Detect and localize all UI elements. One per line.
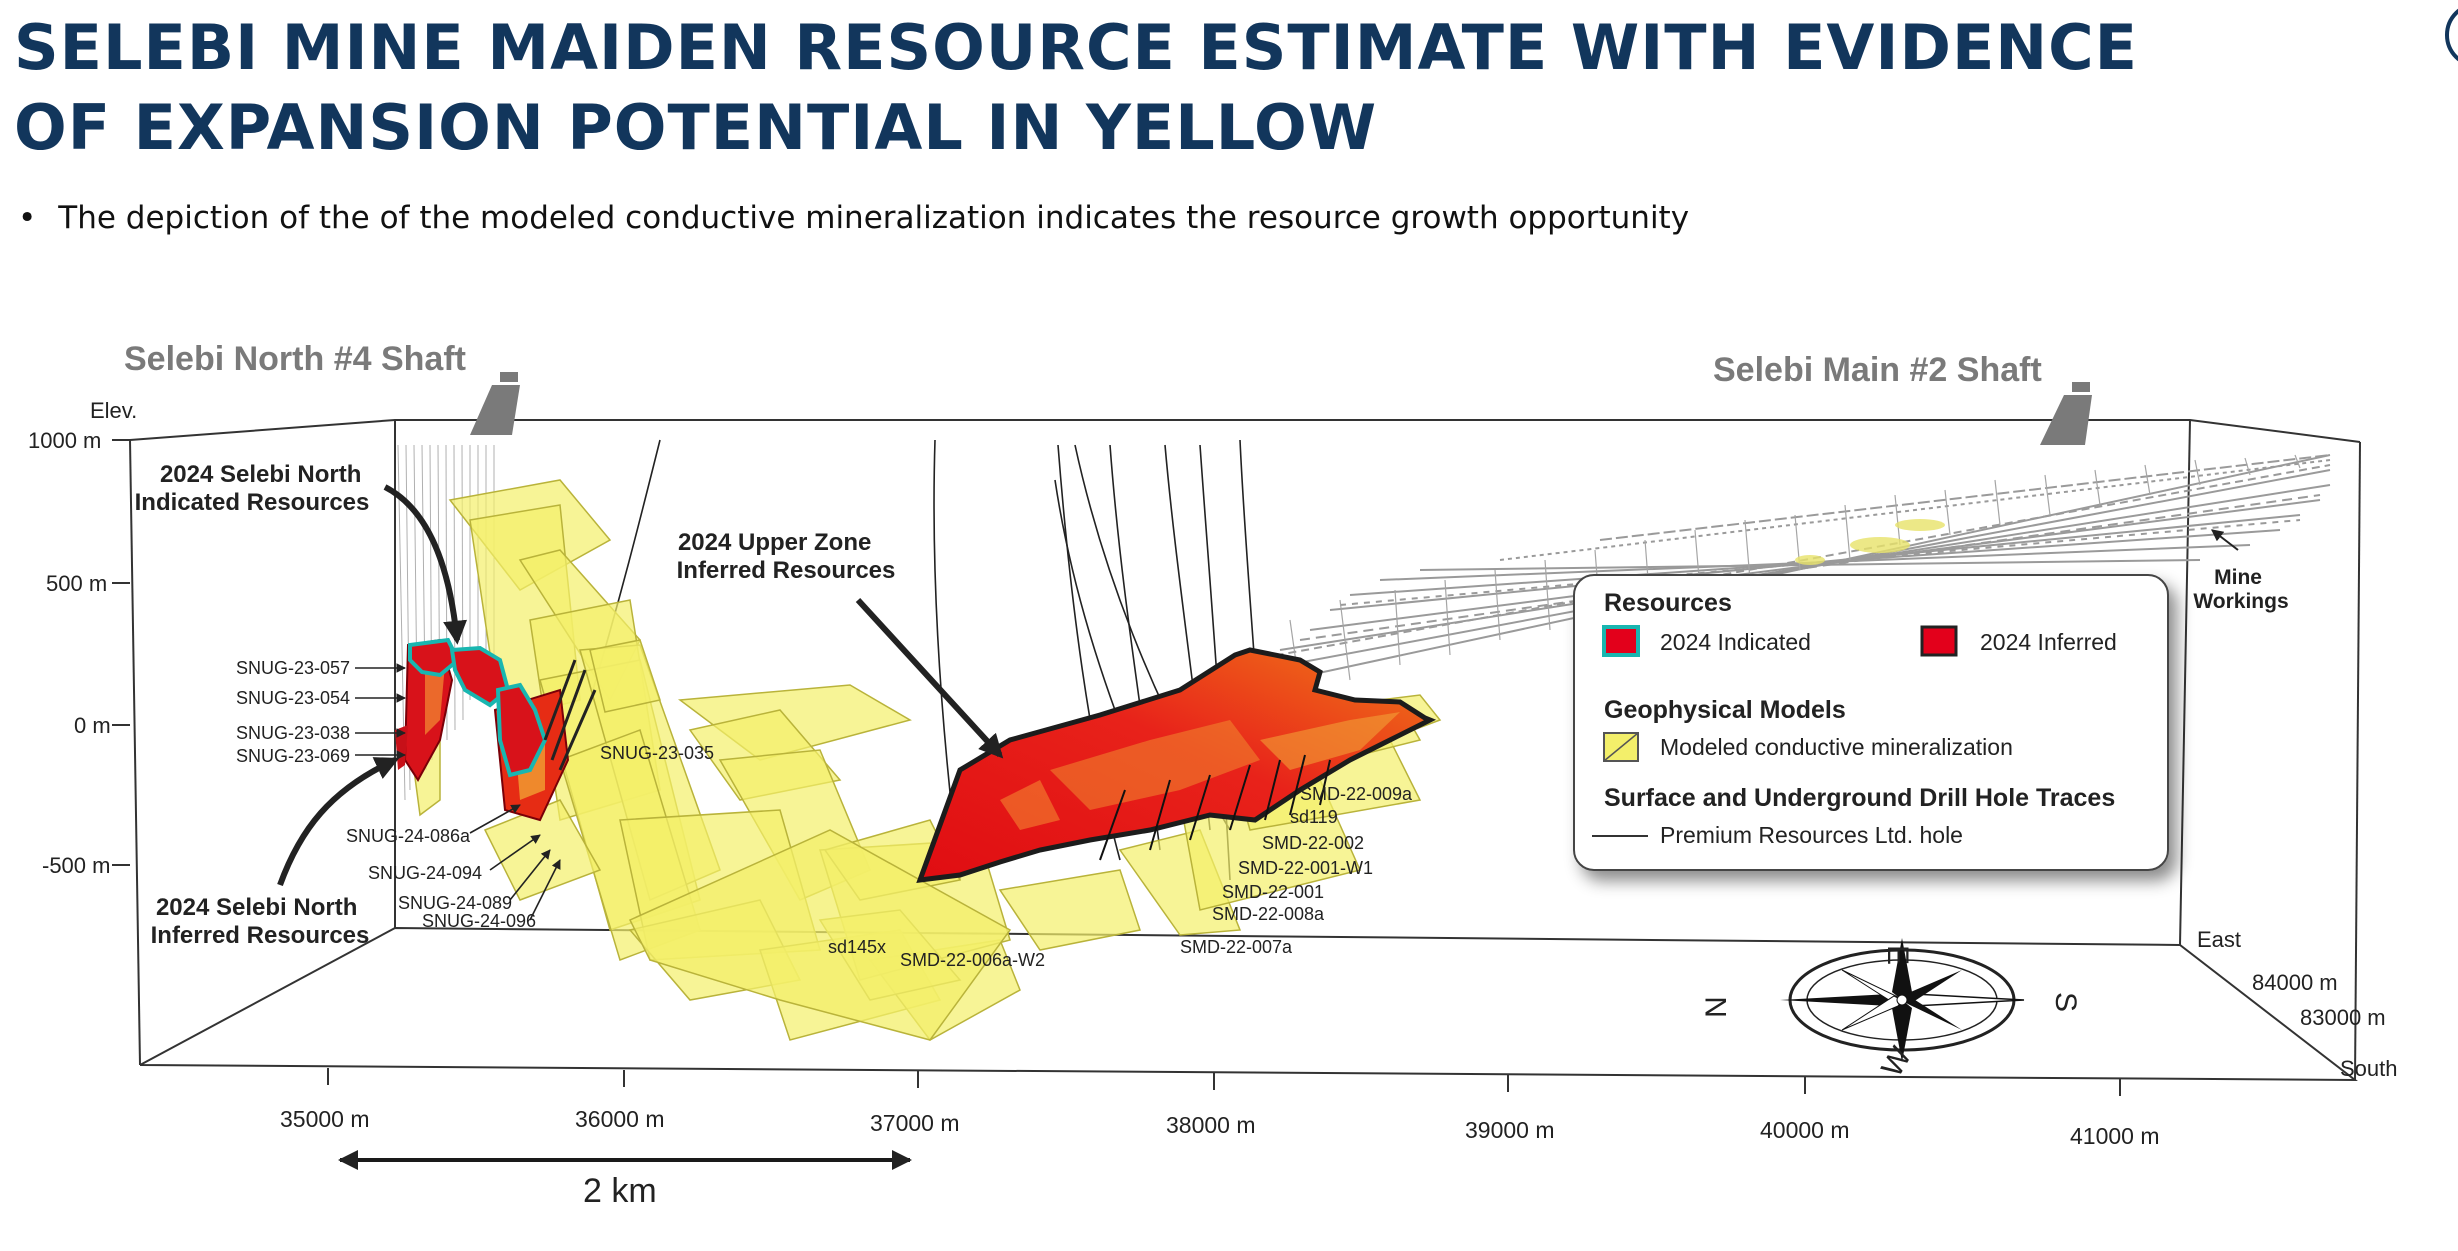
- easting-tick-label: 40000 m: [1760, 1117, 1850, 1143]
- northing-tick-label: 84000 m: [2252, 970, 2338, 995]
- legend-geophysical-title: Geophysical Models: [1604, 696, 1846, 724]
- drill-hole-label: SNUG-23-054: [236, 688, 350, 708]
- upper-zone-drill-ticks: [1099, 754, 1331, 861]
- legend-indicated-label: 2024 Indicated: [1660, 629, 1811, 655]
- elevation-tick-label: 0 m: [74, 713, 111, 738]
- scale-bar-label: 2 km: [583, 1172, 657, 1210]
- north-indicated-resources: [408, 637, 548, 778]
- callout-line: Inferred Resources: [151, 922, 370, 949]
- elevation-axis-label: Elev.: [90, 398, 137, 423]
- figure-labels: Selebi North #4 Shaft Selebi Main #2 Sha…: [28, 340, 2398, 1210]
- bullet-text: • The depiction of the of the modeled con…: [18, 200, 1689, 236]
- workings-crosshatch: [1289, 454, 2301, 691]
- drill-hole-label: sd145x: [828, 937, 886, 957]
- main-shaft-icon: [2040, 382, 2092, 445]
- legend-inferred-label: 2024 Inferred: [1980, 629, 2117, 655]
- legend-hole-label: Premium Resources Ltd. hole: [1660, 822, 1963, 848]
- easting-tick-label: 37000 m: [870, 1110, 960, 1136]
- compass-e-label: E: [1881, 945, 1914, 965]
- drill-hole-label: SMD-22-008a: [1212, 904, 1325, 924]
- elevation-tick-label: -500 m: [42, 853, 110, 878]
- callout-mine-workings: Mine Workings: [2193, 566, 2288, 613]
- drill-hole-label: SNUG-23-035: [600, 743, 714, 763]
- callout-north-indicated: 2024 Selebi North Indicated Resources: [135, 461, 370, 516]
- south-axis-label: South: [2340, 1056, 2398, 1081]
- drill-hole-label: SMD-22-001-W1: [1238, 858, 1373, 878]
- drill-hole-label: SNUG-24-094: [368, 863, 482, 883]
- bullet-statement: The depiction of the of the modeled cond…: [58, 200, 1690, 236]
- drill-hole-label: SMD-22-006a-W2: [900, 950, 1045, 970]
- callout-line: 2024 Selebi North: [160, 461, 361, 488]
- legend-drill-title: Surface and Underground Drill Hole Trace…: [1604, 784, 2115, 812]
- drill-hole-label: SMD-22-007a: [1180, 937, 1293, 957]
- callout-line: Workings: [2193, 590, 2288, 613]
- north-shaft-icon: [470, 372, 520, 435]
- legend-modeled-label: Modeled conductive mineralization: [1660, 734, 2013, 760]
- drill-hole-label: SMD-22-002: [1262, 833, 1364, 853]
- callout-line: Indicated Resources: [135, 489, 370, 516]
- legend-modeled-swatch: [1603, 732, 1639, 762]
- drill-hole-label: SMD-22-001: [1222, 882, 1324, 902]
- callout-line: Mine: [2214, 566, 2262, 589]
- hole-leaders: [355, 663, 561, 921]
- drill-hole-label: sd119: [1290, 807, 1338, 827]
- callout-line: Inferred Resources: [677, 557, 896, 584]
- workings-yellow: [1795, 519, 1945, 565]
- east-axis-label: East: [2197, 927, 2241, 952]
- callout-line: 2024 Selebi North: [156, 894, 357, 921]
- conductor-large-plate: [628, 829, 1012, 1041]
- legend-indicated-swatch: [1602, 625, 1640, 657]
- easting-ticks: [327, 1068, 2121, 1096]
- legend: [1573, 574, 2169, 871]
- easting-tick-label: 41000 m: [2070, 1123, 2160, 1149]
- elevation-tick-label: 500 m: [46, 571, 107, 596]
- company-logo-icon: [2445, 8, 2458, 62]
- callout-upper-zone: 2024 Upper Zone Inferred Resources: [677, 529, 896, 584]
- callout-north-inferred: 2024 Selebi North Inferred Resources: [151, 894, 370, 949]
- callout-arrows: [277, 484, 2239, 887]
- main-shaft-label: Selebi Main #2 Shaft: [1713, 351, 2042, 389]
- legend-inferred-swatch: [1920, 625, 1958, 657]
- drill-hole-label: SNUG-23-069: [236, 746, 350, 766]
- compass-rose-icon: [1780, 938, 2025, 1062]
- compass-n-label: N: [1700, 996, 1733, 1018]
- legend-box: [1573, 574, 2169, 871]
- drill-hole-label: SNUG-24-089: [398, 893, 512, 913]
- drill-hole-label: SNUG-23-038: [236, 723, 350, 743]
- callout-line: 2024 Upper Zone: [678, 529, 871, 556]
- easting-tick-label: 36000 m: [575, 1106, 665, 1132]
- drill-hole-label: SNUG-23-057: [236, 658, 350, 678]
- easting-tick-label: 35000 m: [280, 1106, 370, 1132]
- northing-tick-label: 83000 m: [2300, 1005, 2386, 1030]
- compass-s-label: S: [2049, 992, 2082, 1012]
- page-title: SELEBI MINE MAIDEN RESOURCE ESTIMATE WIT…: [14, 11, 2139, 164]
- drill-hole-label: SNUG-24-096: [422, 911, 536, 931]
- elevation-tick-label: 1000 m: [28, 428, 101, 453]
- drill-hole-label: SMD-22-009a: [1300, 784, 1413, 804]
- model-box: [129, 419, 2361, 1082]
- easting-tick-label: 38000 m: [1166, 1112, 1256, 1138]
- north-drill-dark: [543, 659, 597, 771]
- bullet-dot: •: [18, 200, 37, 236]
- north-shaft-label: Selebi North #4 Shaft: [124, 340, 466, 378]
- drill-hole-label: SNUG-24-086a: [346, 826, 471, 846]
- elevation-ticks: [112, 439, 130, 866]
- easting-tick-label: 39000 m: [1465, 1117, 1555, 1143]
- legend-resources-title: Resources: [1604, 589, 1732, 617]
- upper-zone-inferred-resources: [916, 647, 1437, 883]
